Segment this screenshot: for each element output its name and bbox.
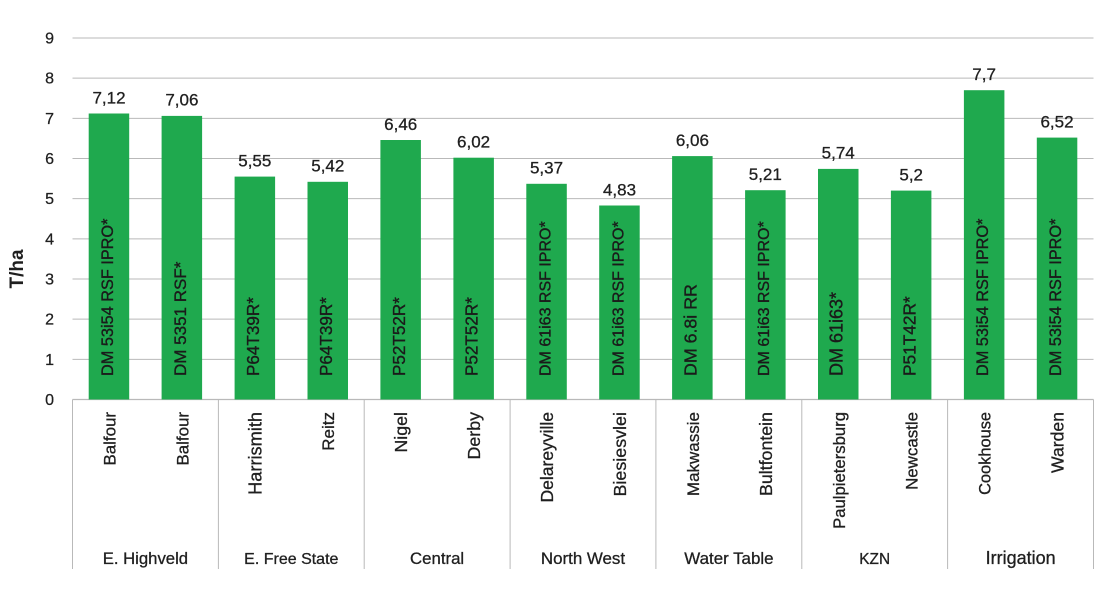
svg-text:4: 4 bbox=[45, 231, 54, 248]
svg-text:E. Highveld: E. Highveld bbox=[103, 549, 188, 568]
svg-text:Balfour: Balfour bbox=[101, 412, 120, 466]
svg-text:6,46: 6,46 bbox=[384, 115, 417, 134]
svg-text:DM 53i54 RSF IPRO*: DM 53i54 RSF IPRO* bbox=[974, 218, 992, 376]
svg-text:Biesiesvlei: Biesiesvlei bbox=[610, 412, 630, 497]
svg-text:DM 61i63 RSF IPRO*: DM 61i63 RSF IPRO* bbox=[756, 221, 773, 376]
svg-text:Paulpietersburg: Paulpietersburg bbox=[830, 412, 849, 529]
svg-text:6,02: 6,02 bbox=[457, 133, 490, 152]
svg-text:DM 6.8i RR: DM 6.8i RR bbox=[681, 284, 701, 376]
svg-text:P64T39R*: P64T39R* bbox=[244, 297, 263, 376]
svg-text:Cookhouse: Cookhouse bbox=[977, 412, 995, 495]
svg-text:Water Table: Water Table bbox=[684, 549, 773, 568]
svg-text:Balfour: Balfour bbox=[173, 412, 192, 466]
svg-text:7,12: 7,12 bbox=[92, 88, 125, 107]
svg-text:Central: Central bbox=[410, 549, 464, 568]
svg-text:6: 6 bbox=[45, 151, 54, 168]
svg-text:0: 0 bbox=[45, 392, 54, 409]
svg-text:Newcastle: Newcastle bbox=[903, 412, 922, 490]
svg-text:4,83: 4,83 bbox=[603, 180, 636, 199]
svg-text:7,7: 7,7 bbox=[972, 65, 996, 84]
svg-text:1: 1 bbox=[45, 352, 54, 369]
svg-text:2: 2 bbox=[45, 312, 54, 329]
svg-text:5,2: 5,2 bbox=[899, 165, 923, 184]
svg-text:Derby: Derby bbox=[464, 412, 484, 460]
svg-text:Nigel: Nigel bbox=[391, 412, 411, 453]
svg-text:DM 5351 RSF*: DM 5351 RSF* bbox=[171, 261, 190, 376]
svg-text:3: 3 bbox=[45, 272, 54, 289]
svg-text:Reitz: Reitz bbox=[319, 412, 338, 451]
svg-text:5,74: 5,74 bbox=[822, 144, 855, 163]
svg-text:P52T52R*: P52T52R* bbox=[463, 297, 482, 376]
svg-text:8: 8 bbox=[45, 71, 54, 88]
svg-text:P51T42R*: P51T42R* bbox=[899, 296, 919, 376]
svg-text:DM 53i54 RSF IPRO*: DM 53i54 RSF IPRO* bbox=[1047, 218, 1065, 376]
svg-text:5: 5 bbox=[45, 191, 54, 208]
svg-text:DM 61i63 RSF IPRO*: DM 61i63 RSF IPRO* bbox=[537, 221, 554, 376]
svg-text:5,21: 5,21 bbox=[749, 165, 782, 184]
svg-text:6,06: 6,06 bbox=[676, 131, 709, 150]
svg-text:5,42: 5,42 bbox=[311, 157, 344, 176]
svg-text:6,52: 6,52 bbox=[1040, 112, 1073, 131]
svg-text:Irrigation: Irrigation bbox=[986, 548, 1056, 568]
svg-text:5,37: 5,37 bbox=[530, 159, 563, 178]
svg-text:Makwassie: Makwassie bbox=[684, 412, 703, 496]
svg-text:Warden: Warden bbox=[1048, 412, 1068, 473]
svg-text:9: 9 bbox=[45, 31, 54, 48]
svg-text:Bultfontein: Bultfontein bbox=[756, 412, 776, 496]
svg-text:North West: North West bbox=[541, 549, 625, 568]
svg-text:5,55: 5,55 bbox=[238, 151, 271, 170]
svg-text:DM 53i54 RSF IPRO*: DM 53i54 RSF IPRO* bbox=[99, 218, 117, 376]
svg-text:7,06: 7,06 bbox=[165, 91, 198, 110]
svg-text:E. Free State: E. Free State bbox=[244, 551, 338, 568]
svg-text:Harrismith: Harrismith bbox=[245, 412, 265, 495]
svg-text:P52T52R*: P52T52R* bbox=[390, 297, 409, 376]
svg-text:P64T39R*: P64T39R* bbox=[317, 297, 336, 376]
svg-text:DM 61i63 RSF IPRO*: DM 61i63 RSF IPRO* bbox=[610, 221, 627, 376]
svg-text:DM 61i63*: DM 61i63* bbox=[827, 292, 847, 376]
svg-text:7: 7 bbox=[45, 111, 54, 128]
svg-text:KZN: KZN bbox=[859, 551, 890, 568]
svg-text:Delareyville: Delareyville bbox=[537, 412, 557, 502]
svg-text:T/ha: T/ha bbox=[7, 249, 28, 288]
